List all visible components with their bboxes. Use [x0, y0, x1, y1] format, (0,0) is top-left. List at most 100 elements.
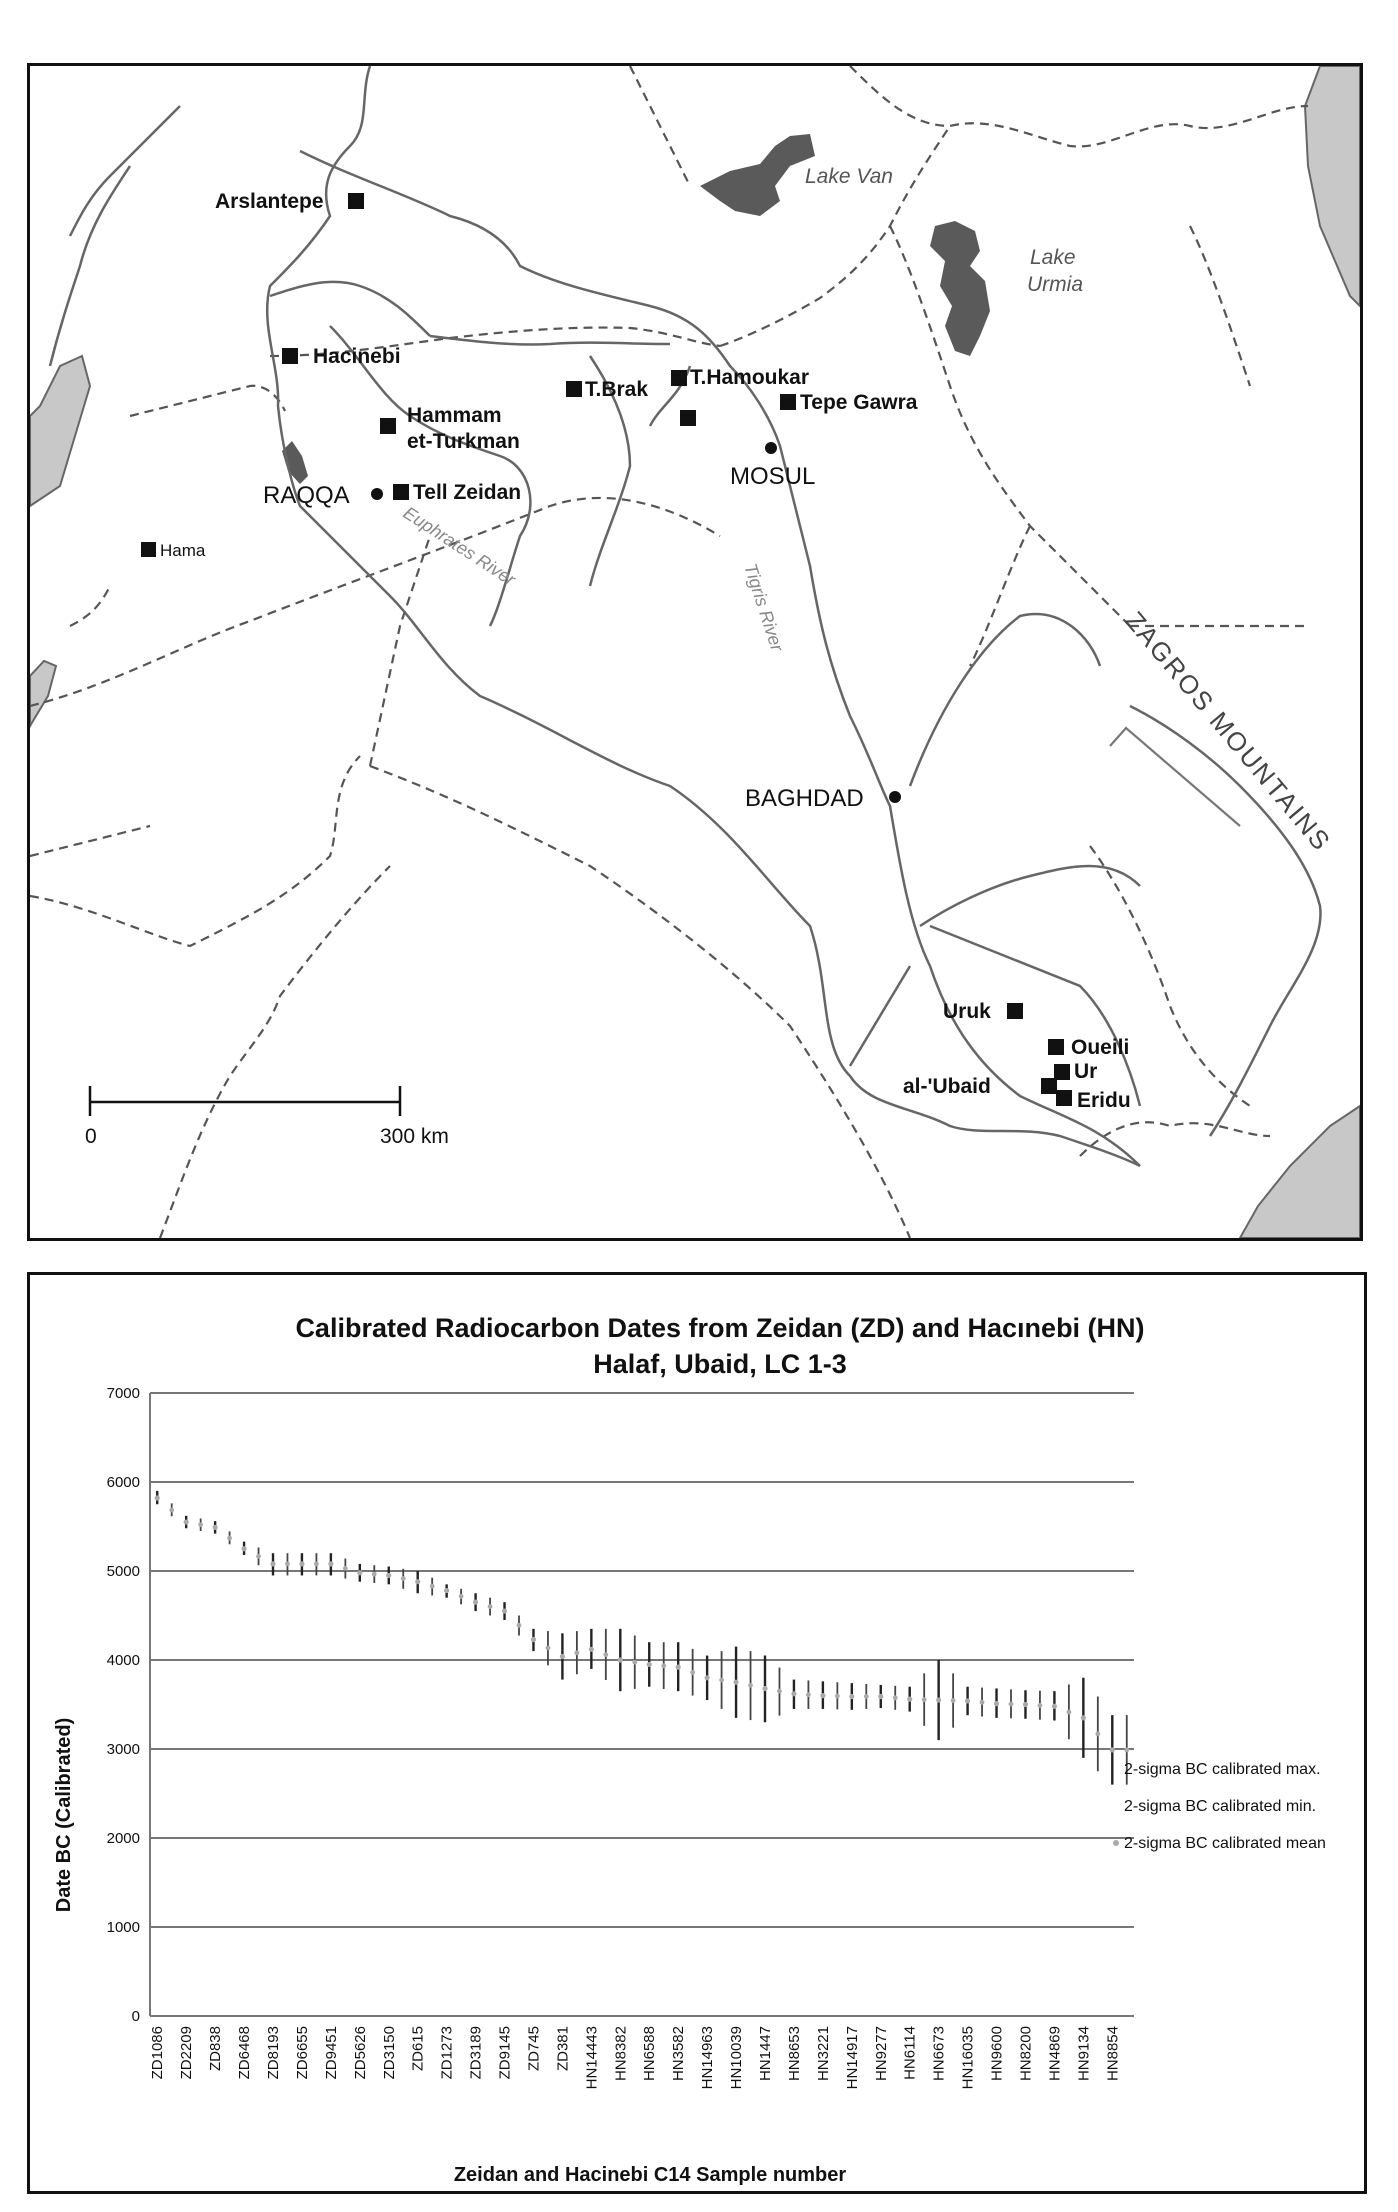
tigris-river — [299, 149, 1141, 1167]
lake-urmia-label-1: Lake — [1030, 246, 1076, 269]
x-tick-label: ZD3189 — [468, 2026, 485, 2079]
city-dot-baghdad — [889, 791, 901, 803]
mean-point — [1124, 1747, 1130, 1753]
site-label-tbrak: T.Brak — [585, 378, 648, 401]
mean-point — [1109, 1747, 1115, 1753]
mean-point — [198, 1522, 204, 1528]
mean-point — [849, 1693, 855, 1700]
mean-point — [574, 1650, 580, 1656]
zagros-ridge-line — [1109, 726, 1241, 827]
persian-gulf — [1238, 1104, 1360, 1238]
x-tick-label: HN14963 — [699, 2026, 716, 2089]
mean-point — [169, 1507, 175, 1513]
site-label-hama: Hama — [160, 541, 206, 560]
mean-point — [400, 1576, 406, 1581]
site-label-hammam: Hammam — [407, 404, 502, 427]
scale-bar: 0 300 km — [85, 1086, 449, 1148]
mean-point — [1095, 1731, 1101, 1737]
mean-point — [1037, 1702, 1043, 1708]
mean-point — [299, 1561, 305, 1567]
y-tick-labels: 0 1000 2000 3000 4000 5000 6000 7000 — [107, 1385, 140, 2025]
mean-point — [748, 1682, 753, 1688]
mean-point — [458, 1593, 464, 1599]
x-tick-label: HN8382 — [612, 2026, 629, 2081]
legend-label: 2-sigma BC calibrated max. — [1124, 1761, 1321, 1778]
lake-van-label: Lake Van — [805, 165, 893, 188]
x-tick-label: ZD9451 — [323, 2026, 340, 2079]
x-tick-label: HN8200 — [1017, 2026, 1034, 2081]
site-label-tepe-gawra: Tepe Gawra — [800, 391, 918, 414]
site-marker-tbrak — [566, 381, 582, 397]
mean-point — [632, 1659, 638, 1665]
mean-point — [328, 1561, 334, 1567]
mean-point — [762, 1685, 768, 1692]
site-marker-tell-zeidan — [393, 484, 409, 500]
x-tick-label: ZD1273 — [439, 2026, 456, 2079]
x-tick-label: HN1447 — [757, 2026, 774, 2081]
map-svg: Arslantepe Hacinebi Hammam et-Turkman T.… — [30, 66, 1360, 1238]
mean-point — [386, 1572, 392, 1579]
mean-point — [603, 1652, 609, 1658]
site-label-tell-zeidan: Tell Zeidan — [413, 481, 521, 504]
city-dot-mosul — [765, 442, 777, 454]
x-tick-label: HN3221 — [815, 2026, 832, 2081]
mediterranean-sea — [30, 354, 92, 508]
y-tick-label: 7000 — [107, 1385, 140, 1402]
chart-legend: 2-sigma BC calibrated max. 2-sigma BC cal… — [1113, 1761, 1326, 1852]
mean-point — [501, 1608, 508, 1614]
lake-urmia — [930, 221, 990, 356]
mean-point — [993, 1701, 1000, 1707]
site-label-thamoukar: T.Hamoukar — [690, 366, 809, 389]
site-marker-eridu — [1056, 1090, 1072, 1106]
site-label-oueili: Oueili — [1071, 1036, 1129, 1059]
border-lines — [30, 66, 1310, 1238]
map-sites: Arslantepe Hacinebi Hammam et-Turkman T.… — [141, 190, 1131, 1112]
x-tick-label: ZD745 — [525, 2026, 542, 2071]
legend-swatch — [1113, 1840, 1119, 1846]
mean-point — [183, 1519, 189, 1525]
mean-point — [690, 1670, 696, 1675]
site-label-arslantepe: Arslantepe — [215, 190, 324, 213]
site-label-al-ubaid: al-'Ubaid — [903, 1075, 991, 1098]
mean-point — [617, 1657, 623, 1663]
zagros-mountains-label: ZAGROS MOUNTAINS — [1119, 606, 1337, 857]
mean-point — [415, 1579, 421, 1585]
mean-point — [936, 1697, 942, 1703]
x-tick-label: ZD6468 — [236, 2026, 253, 2079]
x-tick-label: ZD381 — [554, 2026, 571, 2071]
x-tick-label: HN3582 — [670, 2026, 687, 2081]
mean-point — [241, 1546, 247, 1552]
mean-point — [661, 1663, 667, 1669]
mean-point — [1051, 1703, 1058, 1709]
mean-point — [675, 1664, 681, 1670]
city-label-mosul: MOSUL — [730, 463, 815, 490]
x-tick-label: HN14917 — [844, 2026, 861, 2089]
mediterranean-coast — [30, 659, 58, 728]
site-marker-thamoukar — [671, 370, 687, 386]
mean-point — [777, 1688, 782, 1694]
euphrates-river-label: Euphrates River — [400, 503, 520, 591]
site-marker-hacinebi — [282, 348, 298, 364]
x-tick-label: ZD5626 — [352, 2026, 369, 2079]
mean-point — [530, 1636, 537, 1643]
chart-subtitle: Halaf, Ubaid, LC 1-3 — [593, 1349, 847, 1379]
mean-point — [863, 1694, 869, 1699]
x-tick-label: HN6588 — [641, 2026, 658, 2081]
mean-point — [472, 1599, 479, 1605]
site-marker-oueili — [1048, 1039, 1064, 1055]
mean-point — [487, 1604, 493, 1609]
x-tick-label: HN8653 — [786, 2026, 803, 2081]
mean-point — [719, 1677, 724, 1683]
x-tick-labels: ZD1086 ZD2209 ZD838 ZD6468 ZD8193 ZD6655 ZD945… — [149, 2026, 1121, 2089]
mean-point — [357, 1570, 363, 1576]
x-tick-label: ZD9145 — [497, 2026, 514, 2079]
mean-point — [314, 1561, 319, 1567]
chart-panel: Calibrated Radiocarbon Dates from Zeidan… — [27, 1272, 1367, 2194]
legend-label: 2-sigma BC calibrated min. — [1124, 1798, 1316, 1815]
mean-point — [878, 1693, 884, 1700]
mean-point — [964, 1698, 971, 1704]
mean-point — [704, 1675, 710, 1681]
x-tick-label: HN8854 — [1104, 2026, 1121, 2081]
x-tick-label: HN9134 — [1075, 2026, 1092, 2081]
mean-point — [342, 1565, 348, 1571]
